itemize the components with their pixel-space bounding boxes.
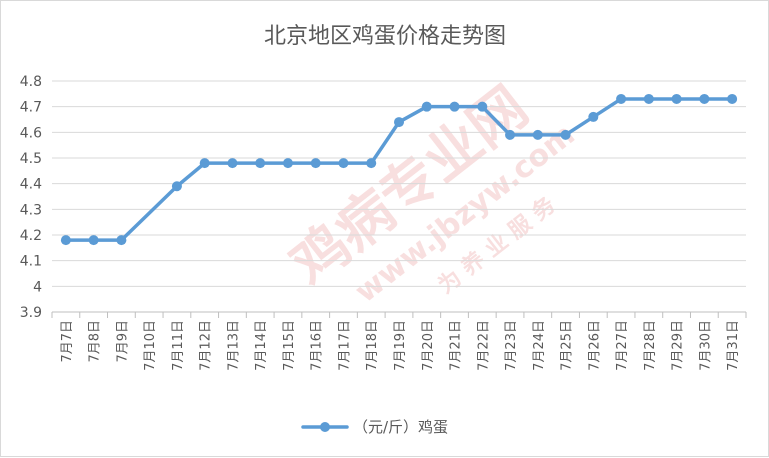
- legend-point-marker: [320, 422, 330, 432]
- data-point: [505, 129, 516, 140]
- x-tick-label: 7月28日: [643, 320, 658, 371]
- x-tick-label: 7月14日: [254, 320, 269, 371]
- y-tick-label: 4.2: [20, 228, 42, 244]
- x-tick-label: 7月15日: [282, 320, 297, 371]
- gridlines: [52, 80, 746, 313]
- legend-label: （元/斤）鸡蛋: [353, 418, 448, 436]
- data-point: [366, 158, 377, 169]
- data-point: [199, 158, 210, 169]
- data-point: [88, 235, 99, 246]
- y-tick-label: 4.8: [20, 74, 42, 90]
- x-tick-label: 7月20日: [421, 320, 436, 371]
- x-tick-label: 7月8日: [88, 320, 103, 363]
- x-tick-label: 7月17日: [337, 320, 352, 371]
- x-tick-label: 7月19日: [393, 320, 408, 371]
- x-tick-label: 7月24日: [532, 320, 547, 371]
- data-point: [255, 158, 266, 169]
- x-tick-label: 7月11日: [171, 320, 186, 371]
- y-tick-label: 4.3: [20, 202, 42, 218]
- data-point: [171, 181, 182, 192]
- data-point: [338, 158, 349, 169]
- data-point: [282, 158, 293, 169]
- y-tick-label: 4.5: [20, 151, 42, 167]
- data-point: [671, 93, 682, 104]
- x-tick-label: 7月7日: [60, 320, 75, 363]
- legend: （元/斤）鸡蛋: [301, 418, 448, 436]
- series: [60, 93, 738, 246]
- x-tick-label: 7月29日: [671, 320, 686, 371]
- data-point: [449, 101, 460, 112]
- x-tick-label: 7月16日: [310, 320, 325, 371]
- data-point: [477, 101, 488, 112]
- data-point: [532, 129, 543, 140]
- data-point: [116, 235, 127, 246]
- x-tick-label: 7月23日: [504, 320, 519, 371]
- x-tick-label: 7月30日: [698, 320, 713, 371]
- x-tick-label: 7月21日: [449, 320, 464, 371]
- x-tick-label: 7月22日: [476, 320, 491, 371]
- x-tick-label: 7月31日: [726, 320, 741, 371]
- x-tick-label: 7月25日: [560, 320, 575, 371]
- data-point: [421, 101, 432, 112]
- x-tick-label: 7月10日: [143, 320, 158, 371]
- x-tick-label: 7月12日: [199, 320, 214, 371]
- data-point: [60, 235, 71, 246]
- x-axis: 7月7日 7月8日 7月9日 7月10日 7月11日 7月12日 7月13日 7月14日 7月1…: [51, 312, 747, 371]
- x-tick-label: 7月18日: [365, 320, 380, 371]
- y-tick-label: 4.4: [20, 177, 42, 193]
- data-point: [643, 93, 654, 104]
- chart-title: 北京地区鸡蛋价格走势图: [264, 24, 506, 49]
- x-tick-label: 7月13日: [226, 320, 241, 371]
- y-tick-label: 4: [33, 279, 42, 295]
- y-tick-label: 3.9: [20, 305, 42, 321]
- y-tick-label: 4.6: [20, 125, 42, 141]
- data-point: [616, 93, 627, 104]
- data-point: [310, 158, 321, 169]
- y-tick-label: 4.1: [20, 254, 42, 270]
- data-point: [227, 158, 238, 169]
- data-point: [699, 93, 710, 104]
- y-tick-label: 4.7: [20, 100, 42, 116]
- y-axis: 3.9 4 4.1 4.2 4.3 4.4 4.5 4.6 4.7 4.8: [20, 74, 42, 321]
- data-point: [394, 117, 404, 128]
- data-point: [588, 111, 599, 122]
- data-point: [727, 93, 738, 104]
- x-tick-label: 7月27日: [615, 320, 630, 371]
- x-tick-label: 7月26日: [587, 320, 602, 371]
- x-tick-label: 7月9日: [115, 320, 130, 363]
- data-point: [560, 129, 571, 140]
